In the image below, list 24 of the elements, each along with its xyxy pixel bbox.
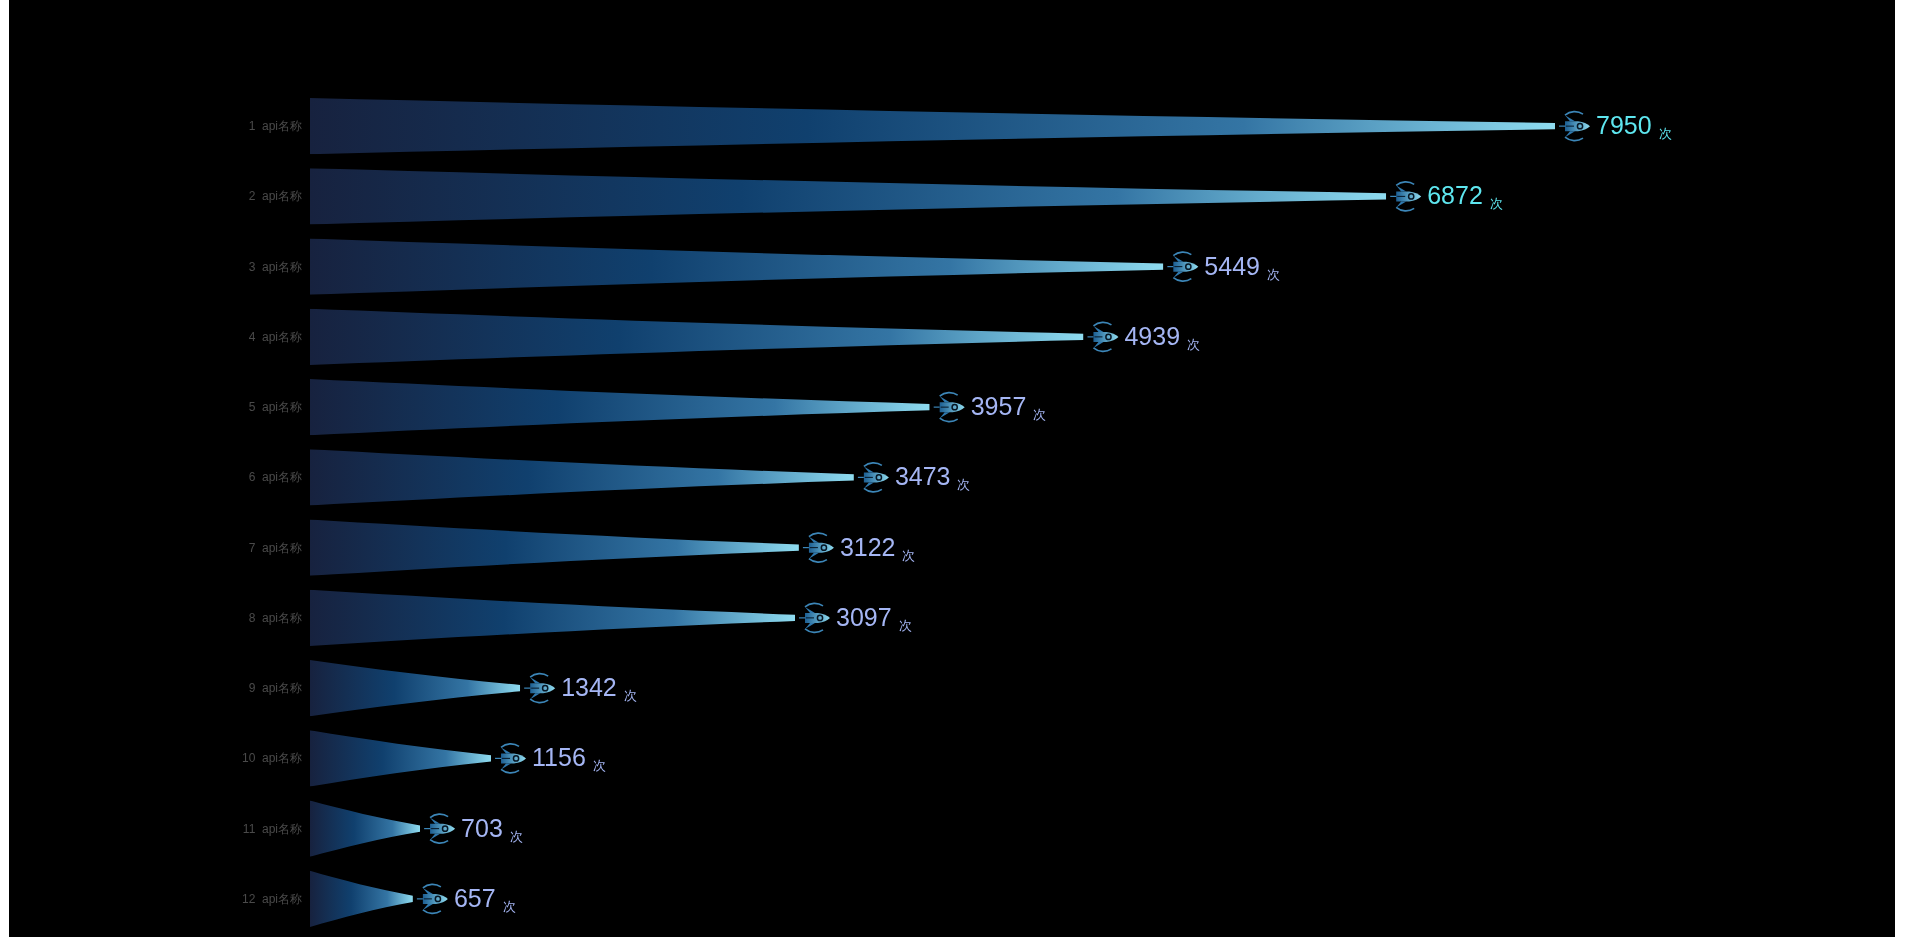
data-label: 703 $_{次}$ xyxy=(461,813,523,844)
data-label: 3097 $_{次}$ xyxy=(836,602,912,633)
data-label: 3122 $_{次}$ xyxy=(839,532,916,563)
y-tick-label: 10 api名称 xyxy=(241,751,302,766)
y-tick-label: 3 api名称 xyxy=(248,259,302,274)
y-tick-label: 9 api名称 xyxy=(248,681,302,696)
y-tick-label: 6 api名称 xyxy=(248,470,302,485)
data-label: 6872 $_{次}$ xyxy=(1427,181,1503,212)
y-tick-label: 12 api名称 xyxy=(241,891,302,906)
y-tick-label: 11 api名称 xyxy=(242,821,302,836)
y-tick-label: 1 api名称 xyxy=(248,119,302,134)
data-label: 657 $_{次}$ xyxy=(453,883,516,914)
data-label: 4939 $_{次}$ xyxy=(1124,321,1201,352)
y-tick-label: 5 api名称 xyxy=(248,400,302,415)
data-label: 3473 $_{次}$ xyxy=(894,462,971,493)
y-tick-label: 7 api名称 xyxy=(248,540,302,555)
y-tick-label: 2 api名称 xyxy=(248,189,302,204)
data-label: 1342 $_{次}$ xyxy=(561,673,637,704)
data-label: 3957 $_{次}$ xyxy=(970,392,1047,423)
y-tick-label: 4 api名称 xyxy=(248,329,302,344)
y-tick-label: 8 api名称 xyxy=(248,610,302,625)
data-label: 5449 $_{次}$ xyxy=(1204,251,1280,282)
data-label: 1156 $_{次}$ xyxy=(532,743,606,774)
data-label: 7950 $_{次}$ xyxy=(1596,111,1672,142)
